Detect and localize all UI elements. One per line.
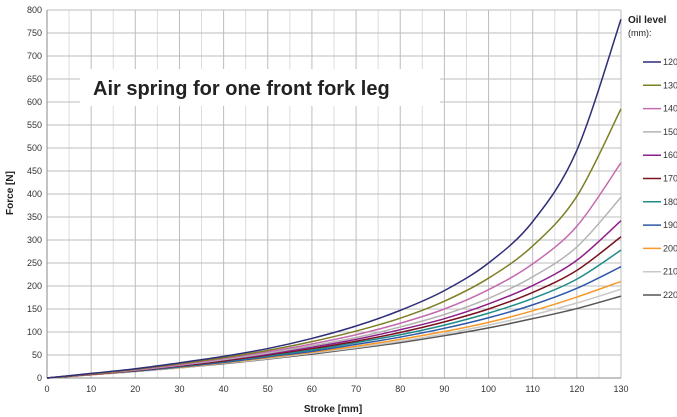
series-lines	[46, 18, 622, 379]
y-tick-label: 800	[27, 5, 42, 15]
x-tick-label: 100	[481, 384, 496, 394]
legend-label-210: 210	[663, 267, 677, 277]
x-tick-label: 90	[439, 384, 449, 394]
legend-label-160: 160	[663, 150, 677, 160]
legend: Oil level (mm): 120 130 140 150 160 170 180 190…	[628, 15, 677, 300]
legend-label-150: 150	[663, 127, 677, 137]
chart-title-box	[80, 69, 440, 106]
legend-label-180: 180	[663, 197, 677, 207]
y-tick-label: 300	[27, 235, 42, 245]
y-tick-label: 100	[27, 327, 42, 337]
y-tick-label: 500	[27, 143, 42, 153]
y-tick-label: 0	[37, 373, 42, 383]
y-axis-label: Force [N]	[5, 171, 16, 215]
legend-label-140: 140	[663, 104, 677, 114]
x-tick-label: 110	[526, 384, 540, 394]
x-tick-label: 80	[395, 384, 405, 394]
x-tick-label: 130	[613, 384, 628, 394]
y-tick-label: 200	[27, 281, 42, 291]
y-tick-label: 150	[27, 304, 42, 314]
x-tick-label: 10	[86, 384, 96, 394]
y-tick-label: 550	[27, 120, 42, 130]
y-tick-label: 50	[32, 350, 42, 360]
legend-title: Oil level	[628, 15, 667, 26]
series-line-120	[46, 18, 622, 379]
x-tick-label: 120	[569, 384, 584, 394]
x-tick-label: 0	[44, 384, 49, 394]
legend-label-170: 170	[663, 174, 677, 184]
legend-label-130: 130	[663, 80, 677, 90]
legend-subtitle: (mm):	[628, 28, 652, 38]
legend-label-220: 220	[663, 290, 677, 300]
grid	[46, 9, 622, 379]
y-tick-label: 450	[27, 166, 42, 176]
y-tick-label: 400	[27, 189, 42, 199]
legend-label-200: 200	[663, 243, 677, 253]
y-tick-label: 250	[27, 258, 42, 268]
x-tick-label: 40	[219, 384, 229, 394]
y-tick-label: 750	[27, 28, 42, 38]
y-tick-label: 600	[27, 97, 42, 107]
chart-title: Air spring for one front fork leg	[93, 78, 390, 100]
legend-items: 120 130 140 150 160 170 180 190 200 210 220	[643, 57, 677, 300]
x-tick-label: 30	[174, 384, 184, 394]
x-axis-label: Stroke [mm]	[304, 404, 362, 415]
legend-label-120: 120	[663, 57, 677, 67]
x-tick-label: 20	[130, 384, 140, 394]
x-tick-label: 50	[263, 384, 273, 394]
y-tick-labels: 0 50 100 150 200 250 300 350 400 450 500 550 600 650 7…	[27, 5, 42, 383]
y-tick-label: 700	[27, 51, 42, 61]
y-tick-label: 350	[27, 212, 42, 222]
x-tick-labels: 0 10 20 30 40 50 60 70 80 90 100 110 120 130	[44, 384, 628, 394]
y-tick-label: 650	[27, 74, 42, 84]
legend-label-190: 190	[663, 220, 677, 230]
x-tick-label: 60	[307, 384, 317, 394]
x-tick-label: 70	[351, 384, 361, 394]
